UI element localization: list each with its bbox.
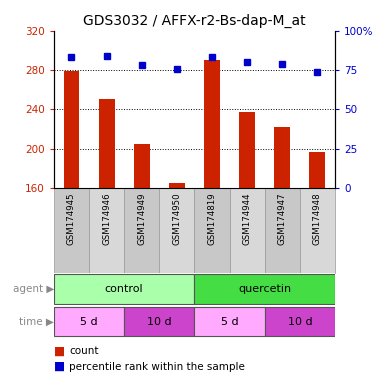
Title: GDS3032 / AFFX-r2-Bs-dap-M_at: GDS3032 / AFFX-r2-Bs-dap-M_at xyxy=(83,14,306,28)
Text: GSM174949: GSM174949 xyxy=(137,192,146,245)
Text: GSM174948: GSM174948 xyxy=(313,192,322,245)
Bar xyxy=(204,60,220,188)
FancyBboxPatch shape xyxy=(54,307,124,336)
FancyBboxPatch shape xyxy=(194,274,335,304)
Text: 5 d: 5 d xyxy=(80,316,98,327)
Text: ■: ■ xyxy=(54,360,65,373)
Bar xyxy=(310,152,325,188)
Text: control: control xyxy=(105,284,144,294)
Text: 5 d: 5 d xyxy=(221,316,238,327)
Text: 10 d: 10 d xyxy=(288,316,312,327)
Text: GSM174950: GSM174950 xyxy=(172,192,181,245)
FancyBboxPatch shape xyxy=(264,188,300,273)
FancyBboxPatch shape xyxy=(264,307,335,336)
FancyBboxPatch shape xyxy=(54,274,194,304)
FancyBboxPatch shape xyxy=(124,188,159,273)
FancyBboxPatch shape xyxy=(89,188,124,273)
FancyBboxPatch shape xyxy=(54,188,89,273)
Text: count: count xyxy=(69,346,99,356)
Text: 10 d: 10 d xyxy=(147,316,172,327)
Text: ■: ■ xyxy=(54,345,65,358)
Text: GSM174947: GSM174947 xyxy=(278,192,287,245)
FancyBboxPatch shape xyxy=(124,307,194,336)
FancyBboxPatch shape xyxy=(159,188,194,273)
Text: GSM174819: GSM174819 xyxy=(208,192,216,245)
Bar xyxy=(99,99,114,188)
Bar xyxy=(134,144,150,188)
FancyBboxPatch shape xyxy=(300,188,335,273)
Text: agent ▶: agent ▶ xyxy=(13,284,54,294)
Bar xyxy=(64,71,79,188)
Text: percentile rank within the sample: percentile rank within the sample xyxy=(69,362,245,372)
Bar xyxy=(169,183,185,188)
FancyBboxPatch shape xyxy=(194,188,229,273)
FancyBboxPatch shape xyxy=(229,188,264,273)
Text: GSM174944: GSM174944 xyxy=(243,192,252,245)
Text: time ▶: time ▶ xyxy=(19,316,54,327)
Text: GSM174945: GSM174945 xyxy=(67,192,76,245)
Text: quercetin: quercetin xyxy=(238,284,291,294)
Text: GSM174946: GSM174946 xyxy=(102,192,111,245)
Bar xyxy=(239,113,255,188)
FancyBboxPatch shape xyxy=(194,307,264,336)
Bar xyxy=(275,127,290,188)
